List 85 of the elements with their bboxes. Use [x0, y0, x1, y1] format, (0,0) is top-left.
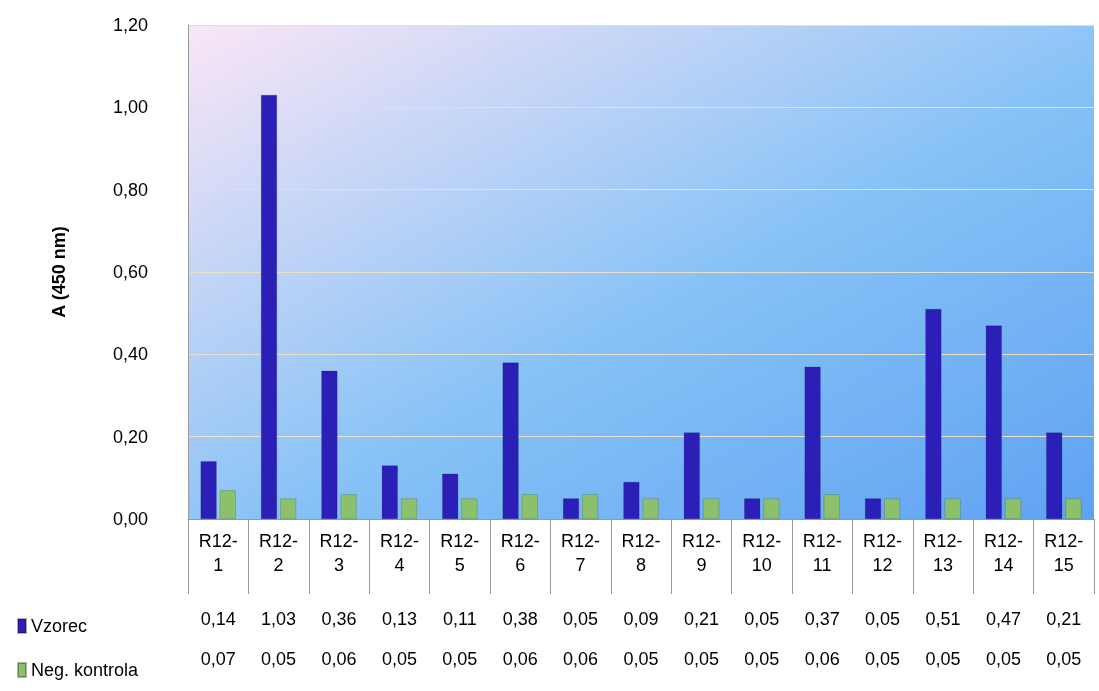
bar — [261, 94, 277, 519]
y-axis-title: A (450 nm) — [49, 226, 69, 318]
data-label: 0,05 — [623, 649, 659, 669]
data-label: 0,05 — [985, 649, 1021, 669]
bar — [804, 366, 821, 519]
bar — [823, 494, 840, 519]
x-tick-label: R12-5 — [440, 531, 480, 575]
bar — [502, 362, 519, 519]
data-label: 0,47 — [985, 609, 1021, 629]
data-label: 0,05 — [381, 649, 417, 669]
x-tick-label: R12-8 — [621, 531, 661, 575]
x-tick-label: R12-7 — [561, 531, 601, 575]
x-tick-label: R12-10 — [742, 531, 782, 575]
bar — [563, 498, 579, 519]
x-tick-label: R12-13 — [923, 531, 963, 575]
data-label: 0,05 — [865, 649, 901, 669]
data-label: 0,05 — [563, 609, 599, 629]
y-tick-label: 1,00 — [112, 97, 148, 118]
y-tick-label: 0,20 — [112, 426, 148, 447]
data-label: 0,05 — [683, 649, 719, 669]
bar — [280, 498, 297, 519]
y-tick-label: 0,60 — [112, 262, 148, 282]
data-label: 0,07 — [200, 649, 236, 669]
x-tick-label: R12-12 — [863, 531, 903, 575]
x-tick-label: R12-2 — [259, 531, 299, 575]
bar — [763, 498, 780, 519]
data-label: 0,05 — [261, 649, 297, 669]
x-tick-label: R12-14 — [983, 531, 1023, 575]
data-label: 0,06 — [563, 649, 599, 669]
bar — [321, 370, 338, 519]
x-tick-label: R12-11 — [802, 531, 842, 575]
data-label: 0,21 — [683, 609, 719, 629]
bar — [642, 498, 659, 519]
data-label: 0,36 — [321, 609, 357, 629]
bar — [401, 498, 417, 519]
x-tick-label: R12-4 — [379, 531, 419, 575]
y-tick-label: 1,20 — [112, 15, 148, 35]
data-label: 0,06 — [804, 649, 840, 669]
bar — [884, 498, 901, 519]
x-tick-label: R12-3 — [319, 531, 359, 575]
bar — [442, 473, 459, 519]
legend-label: Neg. kontrola — [31, 660, 140, 680]
bar — [865, 498, 881, 519]
bar — [1005, 498, 1021, 519]
bar — [925, 309, 942, 519]
bar — [340, 494, 357, 519]
data-label: 0,05 — [1046, 649, 1082, 669]
bar — [200, 461, 217, 519]
data-label: 0,51 — [925, 609, 961, 629]
data-label: 0,11 — [442, 609, 477, 629]
bar — [219, 490, 236, 519]
bar — [985, 325, 1002, 519]
data-label: 0,14 — [200, 609, 236, 629]
bar — [1046, 432, 1063, 519]
bar — [683, 432, 700, 519]
data-label: 0,05 — [744, 609, 780, 629]
bar — [1065, 498, 1082, 519]
bar — [381, 465, 398, 519]
bar — [582, 494, 599, 519]
bar — [744, 498, 761, 519]
data-label: 0,05 — [442, 649, 478, 669]
data-label: 0,05 — [865, 609, 901, 629]
bar — [461, 498, 478, 519]
data-label: 0,05 — [925, 649, 961, 669]
bar — [703, 498, 719, 519]
bar — [623, 481, 640, 519]
x-tick-label: R12-1 — [198, 531, 238, 575]
legend-label: Vzorec — [31, 616, 88, 636]
data-label: 0,13 — [381, 609, 417, 629]
bar — [944, 498, 961, 519]
y-tick-label: 0,00 — [112, 509, 148, 529]
x-tick-label: R12-9 — [681, 531, 721, 575]
data-label: 0,06 — [321, 649, 357, 669]
bar — [521, 494, 538, 519]
data-label: 0,09 — [623, 609, 659, 629]
data-label: 0,37 — [804, 609, 840, 629]
y-tick-label: 0,80 — [112, 179, 148, 200]
y-tick-label: 0,40 — [112, 344, 148, 365]
x-tick-label: R12-6 — [500, 531, 540, 575]
x-tick-label: R12-15 — [1044, 531, 1084, 575]
data-label: 0,06 — [502, 649, 538, 669]
data-label: 0,21 — [1046, 609, 1082, 629]
data-label: 0,05 — [744, 649, 780, 669]
data-label: 0,38 — [502, 609, 538, 629]
data-label: 1,03 — [261, 609, 297, 629]
